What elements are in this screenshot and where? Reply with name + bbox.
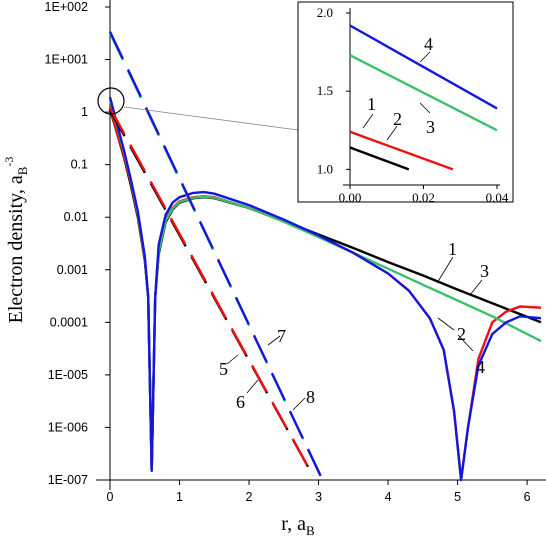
curve-label-6: 6	[236, 392, 245, 412]
inset-y-tick-label: 1.5	[317, 83, 333, 98]
inset-tick-labels: 0.00 0.02 0.04 1.0 1.5 2.0	[317, 5, 509, 205]
callout-leader-1	[436, 256, 454, 284]
zoom-leader-line	[123, 106, 299, 131]
x-tick-label: 1	[176, 490, 183, 504]
callout-leader-2	[437, 317, 455, 331]
curve-label-1: 1	[448, 239, 457, 259]
inset-y-tick-label: 2.0	[317, 5, 333, 20]
x-axis-title: r, aB	[281, 513, 315, 538]
y-tick-label: 1E-005	[48, 368, 88, 382]
y-tick-label: 0.001	[57, 263, 88, 277]
series-line-6	[108, 107, 315, 477]
curve-label-5: 5	[219, 359, 228, 379]
inset-curve-label-4: 4	[424, 34, 433, 54]
tick-labels: 0 1 2 3 4 5 61E-0071E-0061E-0050.00010.0010.01…	[45, 0, 531, 504]
curve-label-3: 3	[480, 261, 489, 281]
x-tick-label: 6	[524, 490, 531, 504]
y-tick-label: 1E-007	[48, 473, 88, 487]
y-tick-label: 1E+001	[45, 53, 88, 67]
inset-series-group	[349, 24, 498, 171]
curve-label-2: 2	[457, 324, 466, 344]
y-axis-title: Electron density, aB-3	[2, 157, 30, 324]
inset-curve-label-3: 3	[426, 117, 435, 137]
callout-leader-6	[246, 379, 259, 394]
y-tick-label: 0.1	[71, 158, 88, 172]
inset-series-line-4	[349, 24, 498, 110]
curve-label-7: 7	[277, 326, 286, 346]
inset-callout-leader-1	[362, 113, 374, 129]
x-tick-label: 2	[246, 490, 253, 504]
curve-label-4: 4	[476, 357, 485, 377]
inset-x-tick-label: 0.02	[412, 190, 435, 205]
inset-panel: 0.00 0.02 0.04 1.0 1.5 2.0	[297, 1, 514, 205]
inset-series-line-2	[349, 130, 454, 171]
x-tick-label: 5	[454, 490, 461, 504]
zoom-circle	[97, 87, 125, 115]
curve-label-8: 8	[306, 387, 315, 407]
inset-curve-label-2: 2	[393, 109, 402, 129]
y-tick-label: 1	[81, 105, 88, 119]
callout-leader-7	[267, 335, 281, 346]
inset-series-line-3	[349, 54, 498, 132]
inset-curve-label-1: 1	[367, 94, 376, 114]
inset-callout-leader-2	[386, 125, 398, 141]
inset-callout-leader-3	[419, 102, 431, 114]
inset-series-line-1	[349, 146, 410, 171]
x-tick-label: 3	[315, 490, 322, 504]
inset-y-tick-label: 1.0	[317, 161, 333, 176]
series-group	[108, 31, 542, 482]
x-tick-label: 0	[107, 490, 114, 504]
inset-x-tick-label: 0.00	[339, 190, 362, 205]
callout-leader-4	[457, 334, 474, 352]
y-tick-label: 0.0001	[50, 315, 88, 329]
inset-callout-leader-4	[419, 51, 431, 63]
callout-leader-3	[469, 279, 483, 296]
callout-leader-8	[292, 397, 306, 411]
inset-curve-callouts: 1 2 3 4	[362, 34, 435, 141]
y-tick-label: 1E-006	[48, 420, 88, 434]
main-axes	[96, 0, 546, 490]
series-line-4	[108, 96, 542, 482]
callout-leader-5	[226, 354, 239, 365]
inset-x-tick-label: 0.04	[486, 190, 509, 205]
y-tick-label: 1E+002	[45, 0, 88, 14]
curve-callouts: 1 2 3 4 5 6 7 8	[219, 239, 489, 412]
x-tick-label: 4	[385, 490, 392, 504]
y-tick-label: 0.01	[64, 210, 88, 224]
